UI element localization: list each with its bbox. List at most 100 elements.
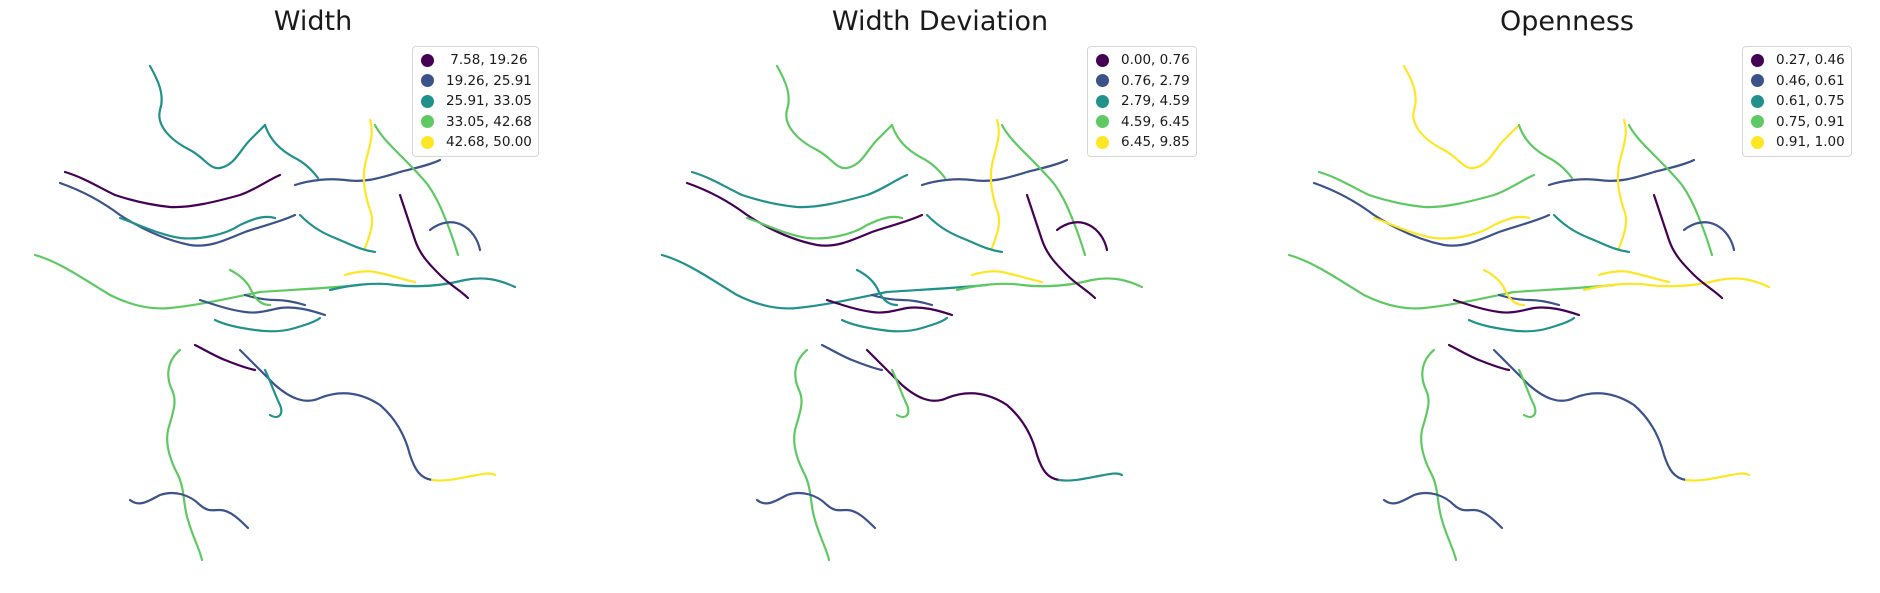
legend-label: 42.68, 50.00	[446, 134, 532, 151]
street-segment	[263, 368, 283, 419]
street-segment	[1312, 181, 1551, 247]
street-segment	[198, 298, 327, 317]
street-segment	[660, 253, 989, 310]
street-segment	[820, 343, 884, 372]
street-segment	[925, 213, 1004, 254]
street-segment	[1492, 348, 1688, 482]
legend-item: 0.27, 0.46	[1751, 50, 1845, 71]
panel-width-deviation: Width Deviation 0.00, 0.76 0.76, 2.79 2.…	[627, 0, 1253, 593]
street-segment	[398, 193, 470, 300]
street-segment	[1517, 368, 1537, 419]
legend-item: 2.79, 4.59	[1096, 91, 1190, 112]
street-map	[33, 64, 517, 562]
street-segment	[238, 348, 434, 482]
legend-item: 0.46, 0.61	[1751, 71, 1845, 92]
street-segment	[166, 348, 204, 562]
panel-openness: Openness 0.27, 0.46 0.46, 0.61 0.61, 0.7…	[1254, 0, 1880, 593]
legend-swatch	[421, 53, 434, 67]
legend-label: 25.91, 33.05	[446, 93, 532, 110]
street-segment	[890, 123, 947, 180]
panel-width: Width 7.58, 19.26 19.26, 25.91 25.91, 33…	[0, 0, 626, 593]
legend-label: 4.59, 6.45	[1121, 113, 1190, 130]
street-segment	[1372, 215, 1531, 240]
street-segment	[298, 213, 377, 254]
street-segment	[128, 491, 250, 530]
legend-item: 0.91, 1.00	[1751, 132, 1845, 153]
legend-label: 2.79, 4.59	[1121, 93, 1190, 110]
legend-swatch	[1751, 115, 1764, 129]
legend-item: 7.58, 19.26	[421, 50, 532, 71]
street-segment	[1000, 123, 1087, 257]
street-segment	[1055, 221, 1109, 252]
street-segment	[428, 221, 482, 252]
street-segment	[1616, 118, 1628, 250]
legend-swatch	[1751, 53, 1764, 67]
street-segment	[865, 348, 1061, 482]
panel-title: Openness	[1500, 6, 1634, 37]
street-segment	[1517, 123, 1574, 180]
street-segment	[1447, 343, 1511, 372]
street-segment	[228, 268, 272, 307]
legend-label: 0.76, 2.79	[1121, 72, 1190, 89]
legend-item: 6.45, 9.85	[1096, 132, 1190, 153]
legend-swatch	[1096, 53, 1109, 67]
street-segment	[840, 316, 949, 333]
street-segment	[1402, 64, 1521, 170]
panel-title: Width Deviation	[831, 6, 1049, 37]
legend: 0.27, 0.46 0.46, 0.61 0.61, 0.75 0.75, 0…	[1742, 46, 1852, 157]
street-segment	[890, 368, 910, 419]
street-segment	[1547, 158, 1696, 187]
street-segment	[193, 343, 257, 372]
legend-swatch	[1096, 115, 1109, 129]
legend-label: 0.61, 0.75	[1776, 93, 1845, 110]
street-segment	[1497, 293, 1561, 307]
legend-item: 25.91, 33.05	[421, 91, 532, 112]
legend-label: 0.91, 1.00	[1776, 134, 1845, 151]
street-segment	[1420, 348, 1458, 562]
street-segment	[1684, 472, 1751, 482]
legend-label: 33.05, 42.68	[446, 113, 532, 130]
street-segment	[243, 293, 307, 307]
legend-label: 0.46, 0.61	[1776, 72, 1845, 89]
legend-swatch	[1096, 94, 1109, 108]
street-segment	[690, 170, 909, 209]
street-segment	[430, 472, 497, 482]
street-segment	[1382, 491, 1504, 530]
street-segment	[1652, 193, 1724, 300]
legend-item: 19.26, 25.91	[421, 71, 532, 92]
street-segment	[1482, 268, 1526, 307]
street-segment	[870, 293, 934, 307]
street-segment	[745, 215, 904, 240]
legend-item: 42.68, 50.00	[421, 132, 532, 153]
legend-swatch	[1096, 135, 1109, 149]
legend-label: 0.75, 0.91	[1776, 113, 1845, 130]
street-segment	[1025, 193, 1097, 300]
street-segment	[118, 215, 277, 240]
panel-title: Width	[273, 6, 353, 37]
street-segment	[293, 158, 442, 187]
legend-swatch	[1751, 74, 1764, 88]
street-segment	[373, 123, 460, 257]
street-segment	[63, 170, 282, 209]
street-segment	[1452, 298, 1581, 317]
street-map	[1287, 64, 1771, 562]
street-segment	[58, 181, 297, 247]
legend: 0.00, 0.76 0.76, 2.79 2.79, 4.59 4.59, 6…	[1087, 46, 1197, 157]
street-map	[660, 64, 1144, 562]
legend-swatch	[1751, 94, 1764, 108]
street-segment	[148, 64, 267, 170]
street-segment	[970, 270, 1044, 284]
street-segment	[1682, 221, 1736, 252]
legend-swatch	[421, 94, 434, 108]
legend-swatch	[421, 135, 434, 149]
legend-swatch	[1096, 74, 1109, 88]
street-segment	[213, 316, 322, 333]
legend: 7.58, 19.26 19.26, 25.91 25.91, 33.05 33…	[412, 46, 539, 157]
legend-item: 0.61, 0.75	[1751, 91, 1845, 112]
street-segment	[362, 118, 374, 250]
street-segment	[263, 123, 320, 180]
street-segment	[1317, 170, 1536, 209]
street-segment	[1627, 123, 1714, 257]
legend-item: 0.76, 2.79	[1096, 71, 1190, 92]
legend-label: 7.58, 19.26	[446, 52, 528, 69]
